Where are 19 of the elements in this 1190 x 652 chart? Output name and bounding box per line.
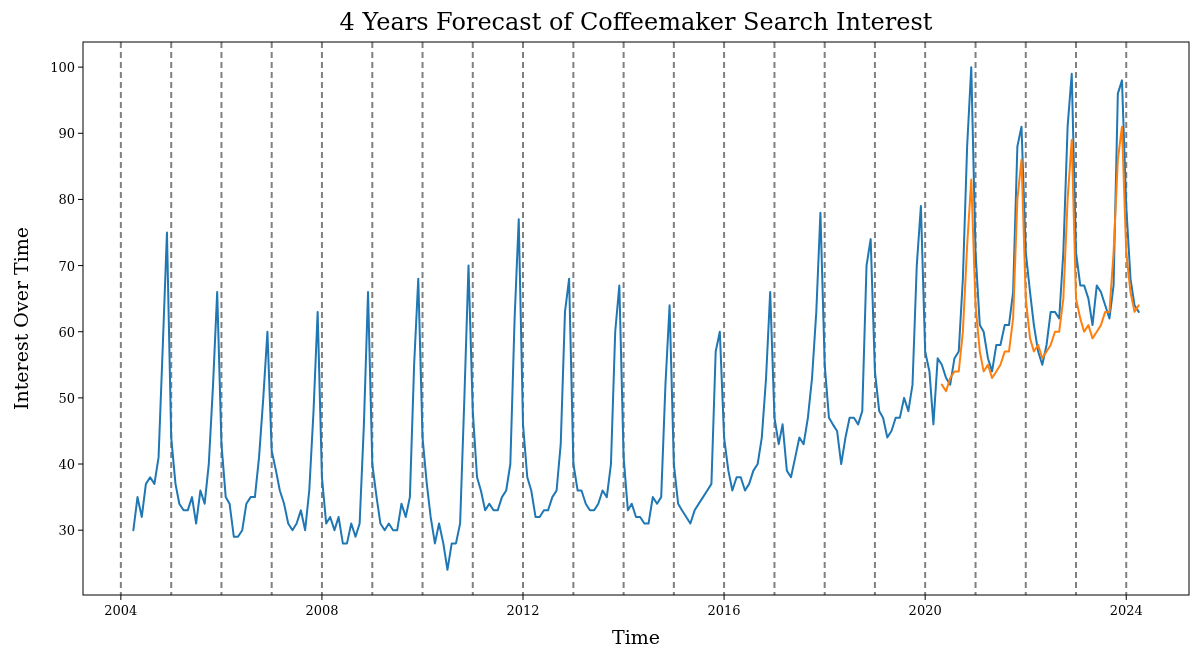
y-tick-label: 70 <box>58 258 75 274</box>
y-tick-label: 30 <box>58 523 75 539</box>
x-tick-label: 2008 <box>305 603 339 618</box>
chart-title: 4 Years Forecast of Coffeemaker Search Interest <box>339 8 933 36</box>
x-tick-label: 2024 <box>1109 603 1143 618</box>
y-tick-label: 90 <box>58 126 75 142</box>
y-tick-label: 40 <box>58 457 75 473</box>
x-tick-label: 2020 <box>908 603 942 618</box>
y-tick-label: 80 <box>58 192 75 208</box>
y-tick-label: 50 <box>58 390 75 406</box>
x-axis-title: Time <box>611 626 661 648</box>
y-tick-label: 100 <box>50 60 75 76</box>
x-tick-label: 2016 <box>707 603 741 618</box>
y-tick-label: 60 <box>58 324 75 340</box>
line-series <box>132 66 1140 571</box>
x-tick-label: 2012 <box>506 603 540 618</box>
x-tick-label: 2004 <box>104 603 138 618</box>
line-series <box>940 125 1140 393</box>
y-axis-title: Interest Over Time <box>10 226 32 411</box>
